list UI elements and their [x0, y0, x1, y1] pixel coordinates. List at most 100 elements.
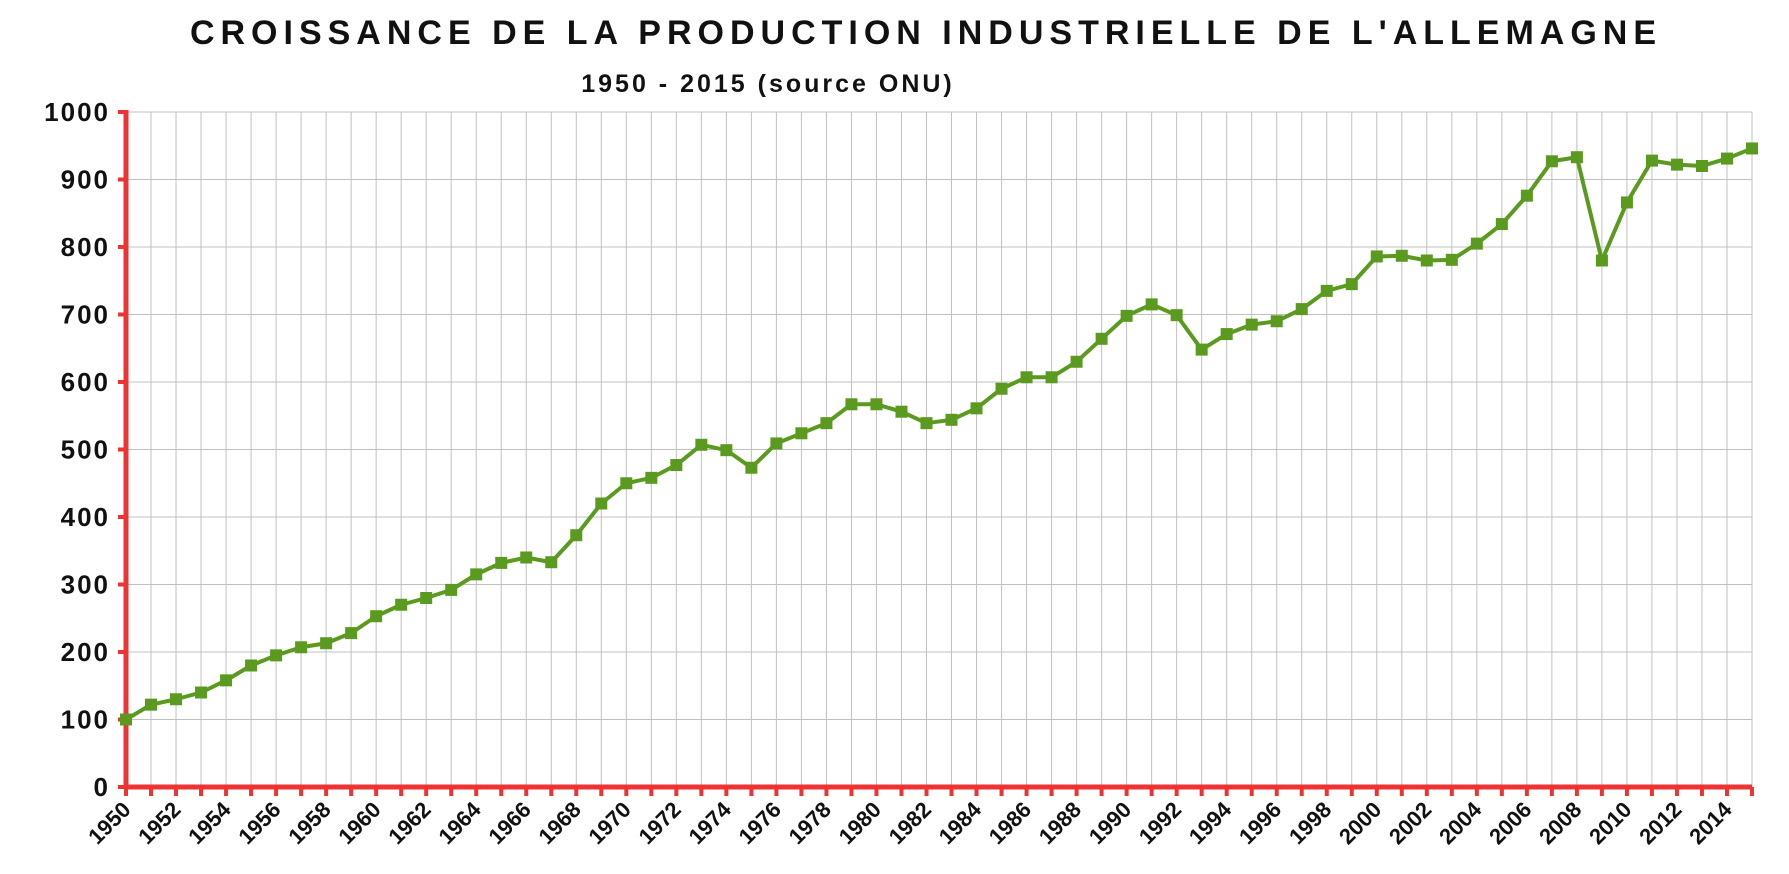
data-point-marker [120, 713, 132, 726]
x-tick-label: 2014 [1684, 796, 1737, 849]
data-point-marker [420, 592, 433, 604]
data-point-marker [970, 402, 983, 415]
x-tick-label: 1960 [333, 797, 385, 849]
data-point-marker [845, 398, 858, 411]
x-tick-label: 1972 [634, 797, 686, 849]
data-point-marker [1070, 355, 1083, 368]
data-point-marker [1595, 254, 1608, 267]
data-point-marker [245, 659, 258, 672]
x-tick-label: 1966 [483, 797, 535, 849]
data-point-marker [695, 438, 708, 451]
series-line [124, 146, 1753, 722]
data-point-marker [320, 637, 333, 650]
data-point-marker [1020, 371, 1033, 384]
y-tick-label: 0 [94, 772, 110, 802]
data-point-marker [545, 556, 558, 569]
data-point-marker [1245, 318, 1258, 331]
y-tick-label: 900 [61, 165, 110, 195]
data-point-marker [920, 417, 933, 430]
chart-subtitle: 1950 - 2015 (source ONU) [581, 70, 955, 98]
x-tick-label: 1958 [283, 797, 335, 849]
data-point-marker [1420, 254, 1433, 267]
data-point-marker [1445, 253, 1458, 266]
data-point-marker [1270, 315, 1283, 328]
y-tick-label: 400 [61, 502, 110, 532]
x-tick-label: 1986 [984, 797, 1036, 849]
data-point-marker [570, 529, 583, 542]
x-tick-label: 1990 [1084, 797, 1136, 849]
data-point-marker [1170, 309, 1183, 322]
x-tick-label: 2012 [1634, 797, 1686, 849]
data-point-marker [895, 405, 908, 418]
data-point-marker [1045, 371, 1058, 384]
x-tick-label: 2000 [1334, 797, 1386, 849]
x-axis-tick-labels: 1950195219541956195819601962196419661968… [83, 796, 1737, 849]
data-point-marker [1570, 151, 1583, 164]
data-point-marker [1495, 218, 1508, 231]
grid [125, 111, 1753, 788]
data-point-marker [270, 649, 283, 662]
data-point-marker [295, 641, 308, 654]
data-point-marker [720, 444, 733, 457]
x-tick-label: 1970 [584, 797, 636, 849]
data-point-marker [1095, 332, 1108, 345]
data-point-marker [795, 427, 808, 440]
x-tick-label: 1982 [884, 797, 936, 849]
data-point-marker [1345, 278, 1358, 291]
x-tick-label: 1952 [133, 797, 185, 849]
data-point-marker [1746, 142, 1758, 155]
x-tick-label: 1962 [383, 797, 435, 849]
x-tick-label: 2008 [1534, 797, 1586, 849]
data-point-marker [520, 551, 533, 564]
data-point-marker [620, 477, 633, 490]
data-point-marker [995, 382, 1008, 395]
x-tick-label: 1968 [534, 797, 586, 849]
data-point-marker [170, 693, 183, 706]
data-point-marker [645, 471, 658, 484]
data-point-marker [945, 413, 958, 426]
data-point-marker [1695, 160, 1708, 172]
x-tick-label: 1980 [834, 797, 886, 849]
data-point-marker [770, 437, 783, 450]
data-point-marker [395, 598, 408, 611]
y-tick-label: 100 [61, 705, 110, 735]
data-point-marker [1645, 154, 1658, 167]
x-tick-label: 1976 [734, 797, 786, 849]
data-point-marker [1120, 309, 1133, 322]
data-point-marker [145, 698, 158, 711]
data-point-marker [820, 417, 833, 430]
x-tick-label: 1956 [233, 797, 285, 849]
y-axis-tick-labels: 0 100 200 300 400 500 600 700 800 900 1000 [44, 97, 110, 802]
x-tick-label: 2004 [1434, 796, 1487, 849]
x-tick-label: 1988 [1034, 797, 1086, 849]
data-point-marker [220, 674, 233, 687]
data-point-marker [1295, 303, 1308, 316]
y-tick-label: 700 [61, 300, 110, 330]
data-point-marker [345, 627, 358, 640]
data-point-marker [445, 583, 458, 596]
y-tick-label: 1000 [44, 97, 110, 127]
y-tick-label: 600 [61, 367, 110, 397]
x-tick-label: 2002 [1384, 797, 1436, 849]
data-point-marker [1195, 343, 1208, 356]
data-series [120, 142, 1758, 726]
x-tick-label: 1974 [684, 796, 737, 849]
x-tick-label: 1954 [183, 796, 236, 849]
data-point-marker [1670, 158, 1683, 171]
chart-title: CROISSANCE DE LA PRODUCTION INDUSTRIELLE… [190, 14, 1662, 52]
data-point-marker [195, 686, 208, 699]
data-point-marker [1395, 249, 1408, 262]
data-point-marker [595, 497, 608, 510]
y-tick-label: 300 [61, 570, 110, 600]
y-tick-label: 200 [61, 637, 110, 667]
data-point-marker [1370, 250, 1383, 263]
x-tick-label: 1978 [784, 797, 836, 849]
data-point-marker [370, 610, 383, 623]
x-tick-label: 1964 [433, 796, 486, 849]
data-point-marker [1545, 155, 1558, 168]
data-point-marker [1620, 196, 1633, 209]
data-point-marker [1145, 298, 1158, 311]
data-point-marker [670, 459, 683, 472]
data-point-marker [1320, 284, 1333, 297]
x-tick-label: 2006 [1484, 797, 1536, 849]
